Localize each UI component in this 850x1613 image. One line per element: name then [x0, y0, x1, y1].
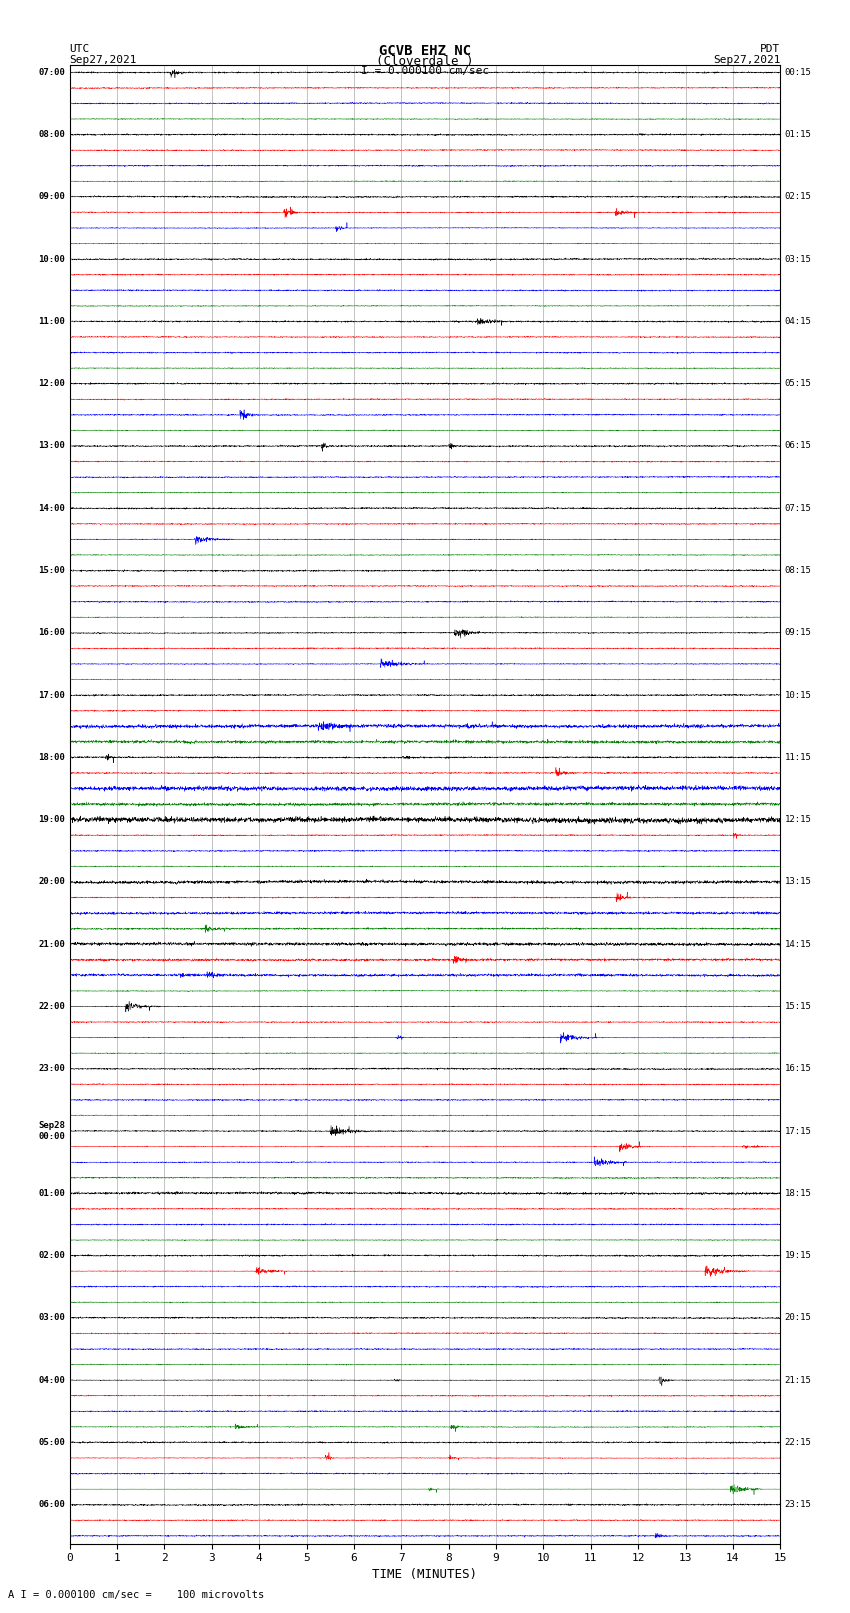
- Text: 09:15: 09:15: [785, 629, 812, 637]
- Text: 14:15: 14:15: [785, 940, 812, 948]
- Text: 16:00: 16:00: [38, 629, 65, 637]
- Text: 10:15: 10:15: [785, 690, 812, 700]
- Text: (Cloverdale ): (Cloverdale ): [377, 55, 473, 68]
- Text: 04:00: 04:00: [38, 1376, 65, 1384]
- Text: 17:15: 17:15: [785, 1126, 812, 1136]
- Text: 19:15: 19:15: [785, 1252, 812, 1260]
- Text: 00:15: 00:15: [785, 68, 812, 77]
- Text: 04:15: 04:15: [785, 316, 812, 326]
- Text: 15:15: 15:15: [785, 1002, 812, 1011]
- Text: 11:00: 11:00: [38, 316, 65, 326]
- Text: 12:00: 12:00: [38, 379, 65, 389]
- Text: 23:15: 23:15: [785, 1500, 812, 1510]
- Text: 08:00: 08:00: [38, 131, 65, 139]
- X-axis label: TIME (MINUTES): TIME (MINUTES): [372, 1568, 478, 1581]
- Text: 22:00: 22:00: [38, 1002, 65, 1011]
- Text: 02:15: 02:15: [785, 192, 812, 202]
- Text: 12:15: 12:15: [785, 815, 812, 824]
- Text: 06:15: 06:15: [785, 442, 812, 450]
- Text: I = 0.000100 cm/sec: I = 0.000100 cm/sec: [361, 66, 489, 76]
- Text: 18:00: 18:00: [38, 753, 65, 761]
- Text: 08:15: 08:15: [785, 566, 812, 576]
- Text: 18:15: 18:15: [785, 1189, 812, 1198]
- Text: 01:00: 01:00: [38, 1189, 65, 1198]
- Text: PDT
Sep27,2021: PDT Sep27,2021: [713, 44, 780, 65]
- Text: 03:15: 03:15: [785, 255, 812, 263]
- Text: 16:15: 16:15: [785, 1065, 812, 1073]
- Text: 21:15: 21:15: [785, 1376, 812, 1384]
- Text: 03:00: 03:00: [38, 1313, 65, 1323]
- Text: 14:00: 14:00: [38, 503, 65, 513]
- Text: 22:15: 22:15: [785, 1437, 812, 1447]
- Text: 02:00: 02:00: [38, 1252, 65, 1260]
- Text: 05:00: 05:00: [38, 1437, 65, 1447]
- Text: GCVB EHZ NC: GCVB EHZ NC: [379, 44, 471, 58]
- Text: 07:00: 07:00: [38, 68, 65, 77]
- Text: 09:00: 09:00: [38, 192, 65, 202]
- Text: 10:00: 10:00: [38, 255, 65, 263]
- Text: A I = 0.000100 cm/sec =    100 microvolts: A I = 0.000100 cm/sec = 100 microvolts: [8, 1590, 264, 1600]
- Text: 19:00: 19:00: [38, 815, 65, 824]
- Text: 20:15: 20:15: [785, 1313, 812, 1323]
- Text: 23:00: 23:00: [38, 1065, 65, 1073]
- Text: 06:00: 06:00: [38, 1500, 65, 1510]
- Text: 15:00: 15:00: [38, 566, 65, 576]
- Text: 07:15: 07:15: [785, 503, 812, 513]
- Text: 01:15: 01:15: [785, 131, 812, 139]
- Text: UTC
Sep27,2021: UTC Sep27,2021: [70, 44, 137, 65]
- Text: 17:00: 17:00: [38, 690, 65, 700]
- Text: 20:00: 20:00: [38, 877, 65, 887]
- Text: Sep28
00:00: Sep28 00:00: [38, 1121, 65, 1140]
- Text: 21:00: 21:00: [38, 940, 65, 948]
- Text: 13:00: 13:00: [38, 442, 65, 450]
- Text: 11:15: 11:15: [785, 753, 812, 761]
- Text: 13:15: 13:15: [785, 877, 812, 887]
- Text: 05:15: 05:15: [785, 379, 812, 389]
